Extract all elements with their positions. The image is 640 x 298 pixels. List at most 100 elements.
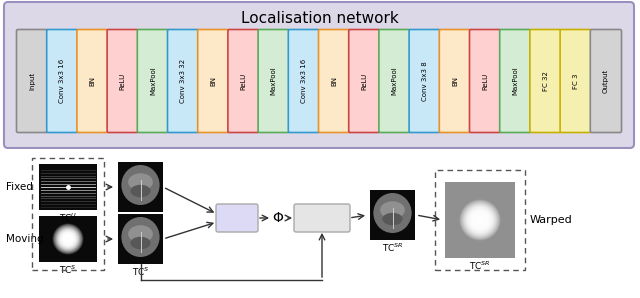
Text: MaxPool: MaxPool xyxy=(271,67,276,95)
Text: Conv 3x3 16: Conv 3x3 16 xyxy=(301,59,307,103)
Circle shape xyxy=(466,206,494,234)
Circle shape xyxy=(463,203,497,238)
Ellipse shape xyxy=(131,185,150,197)
Text: TC$^{SR}$: TC$^{SR}$ xyxy=(469,260,491,272)
Text: BN: BN xyxy=(90,76,95,86)
Circle shape xyxy=(461,201,499,240)
Circle shape xyxy=(472,212,488,229)
Circle shape xyxy=(66,237,70,241)
Circle shape xyxy=(55,226,81,252)
Circle shape xyxy=(474,214,486,226)
FancyBboxPatch shape xyxy=(530,30,561,133)
Circle shape xyxy=(469,209,491,231)
Circle shape xyxy=(54,226,81,252)
Circle shape xyxy=(67,238,68,240)
Circle shape xyxy=(465,206,495,235)
Text: TC$^S$: TC$^S$ xyxy=(59,264,77,277)
Circle shape xyxy=(476,216,484,224)
Circle shape xyxy=(478,218,482,222)
Text: Output: Output xyxy=(603,69,609,93)
Bar xyxy=(39,164,97,210)
Bar xyxy=(445,182,515,258)
Text: TC$^U$: TC$^U$ xyxy=(59,212,77,224)
FancyBboxPatch shape xyxy=(228,30,259,133)
Circle shape xyxy=(58,229,79,249)
Text: Fixed: Fixed xyxy=(6,182,33,192)
Circle shape xyxy=(62,233,74,245)
Circle shape xyxy=(57,228,79,250)
Circle shape xyxy=(472,212,488,227)
Ellipse shape xyxy=(128,225,153,243)
FancyBboxPatch shape xyxy=(77,30,108,133)
FancyBboxPatch shape xyxy=(107,30,138,133)
Circle shape xyxy=(463,203,497,237)
Circle shape xyxy=(479,219,481,221)
FancyBboxPatch shape xyxy=(294,204,350,232)
Text: Input: Input xyxy=(29,72,35,90)
Text: TC$^{SR}$: TC$^{SR}$ xyxy=(381,242,403,254)
Circle shape xyxy=(54,225,82,253)
FancyBboxPatch shape xyxy=(590,30,621,133)
FancyBboxPatch shape xyxy=(288,30,319,133)
Ellipse shape xyxy=(122,217,159,257)
Circle shape xyxy=(468,209,492,232)
Text: FC 3: FC 3 xyxy=(573,73,579,89)
Circle shape xyxy=(465,205,495,235)
Circle shape xyxy=(61,232,74,246)
Circle shape xyxy=(65,235,72,243)
Text: Moving: Moving xyxy=(6,234,44,244)
Circle shape xyxy=(477,217,483,224)
Circle shape xyxy=(476,215,484,224)
Circle shape xyxy=(59,230,77,248)
Text: MaxPool: MaxPool xyxy=(392,67,397,95)
Ellipse shape xyxy=(128,173,153,191)
Circle shape xyxy=(471,211,489,229)
Circle shape xyxy=(58,229,77,249)
Circle shape xyxy=(467,207,493,233)
FancyBboxPatch shape xyxy=(168,30,198,133)
Bar xyxy=(370,190,415,240)
Circle shape xyxy=(477,218,483,223)
Circle shape xyxy=(61,232,75,246)
FancyBboxPatch shape xyxy=(349,30,380,133)
Circle shape xyxy=(61,232,76,246)
Circle shape xyxy=(474,213,486,226)
Text: TC$^U$: TC$^U$ xyxy=(131,214,150,226)
FancyBboxPatch shape xyxy=(470,30,500,133)
FancyBboxPatch shape xyxy=(319,30,349,133)
Circle shape xyxy=(56,227,79,251)
FancyBboxPatch shape xyxy=(500,30,531,133)
Ellipse shape xyxy=(382,213,403,225)
Circle shape xyxy=(64,235,72,243)
Circle shape xyxy=(474,215,486,226)
Circle shape xyxy=(60,230,77,248)
Text: FC 32: FC 32 xyxy=(543,71,548,91)
Text: Conv 3x3 16: Conv 3x3 16 xyxy=(60,59,65,103)
Circle shape xyxy=(475,215,485,225)
FancyBboxPatch shape xyxy=(4,2,634,148)
Text: BN: BN xyxy=(452,76,458,86)
Circle shape xyxy=(53,224,83,254)
Circle shape xyxy=(467,207,493,234)
Circle shape xyxy=(67,238,69,240)
Text: ReLU: ReLU xyxy=(482,72,488,90)
Circle shape xyxy=(461,201,499,238)
Text: BN: BN xyxy=(211,76,216,86)
Circle shape xyxy=(479,220,481,221)
Circle shape xyxy=(465,204,495,235)
Circle shape xyxy=(460,200,500,240)
Circle shape xyxy=(470,209,490,230)
Circle shape xyxy=(479,218,481,221)
FancyBboxPatch shape xyxy=(216,204,258,232)
FancyBboxPatch shape xyxy=(379,30,410,133)
FancyBboxPatch shape xyxy=(258,30,289,133)
Circle shape xyxy=(56,227,80,251)
Circle shape xyxy=(472,212,488,228)
Text: Conv 3x3 8: Conv 3x3 8 xyxy=(422,61,428,101)
Circle shape xyxy=(467,207,493,232)
Circle shape xyxy=(65,237,70,241)
Bar xyxy=(39,216,97,262)
Text: Loc
Net: Loc Net xyxy=(228,207,246,229)
FancyBboxPatch shape xyxy=(560,30,591,133)
FancyBboxPatch shape xyxy=(439,30,470,133)
